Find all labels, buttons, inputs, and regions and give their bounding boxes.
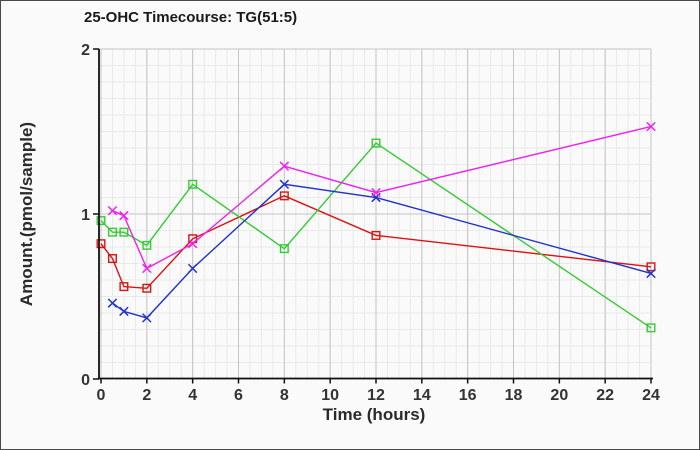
grid-major bbox=[99, 48, 652, 380]
y-tick-label: 0 bbox=[81, 372, 90, 389]
y-tick-label: 1 bbox=[81, 207, 90, 224]
x-tick-label: 16 bbox=[459, 387, 477, 404]
x-tick-label: 4 bbox=[188, 387, 197, 404]
x-tick-label: 18 bbox=[505, 387, 523, 404]
y-tick-labels: 0 1 2 bbox=[81, 42, 90, 389]
x-tick-label: 8 bbox=[280, 387, 289, 404]
series-markers-magenta-x bbox=[107, 121, 656, 274]
x-tick-label: 6 bbox=[234, 387, 243, 404]
series-markers-green-squares bbox=[96, 138, 656, 333]
x-tick-label: 22 bbox=[596, 387, 614, 404]
series-line-red-squares bbox=[100, 195, 652, 290]
series-line-blue-x bbox=[112, 183, 652, 319]
x-tick-label: 12 bbox=[367, 387, 385, 404]
series-markers-red-squares bbox=[96, 191, 656, 293]
x-tick-label: 20 bbox=[550, 387, 568, 404]
x-tick-label: 2 bbox=[142, 387, 151, 404]
x-tick-label: 14 bbox=[413, 387, 431, 404]
tick-marks bbox=[93, 48, 652, 384]
x-tick-label: 24 bbox=[642, 387, 660, 404]
x-tick-labels: 0 2 4 6 8 10 12 14 16 18 20 22 24 bbox=[97, 387, 660, 404]
x-tick-label: 0 bbox=[97, 387, 106, 404]
y-tick-label: 2 bbox=[81, 42, 90, 59]
chart-title: 25-OHC Timecourse: TG(51:5) bbox=[84, 9, 298, 26]
series-markers-blue-x bbox=[107, 179, 656, 323]
x-tick-label: 10 bbox=[321, 387, 339, 404]
x-axis-label: Time (hours) bbox=[322, 405, 426, 424]
series-line-green-squares bbox=[100, 142, 652, 329]
